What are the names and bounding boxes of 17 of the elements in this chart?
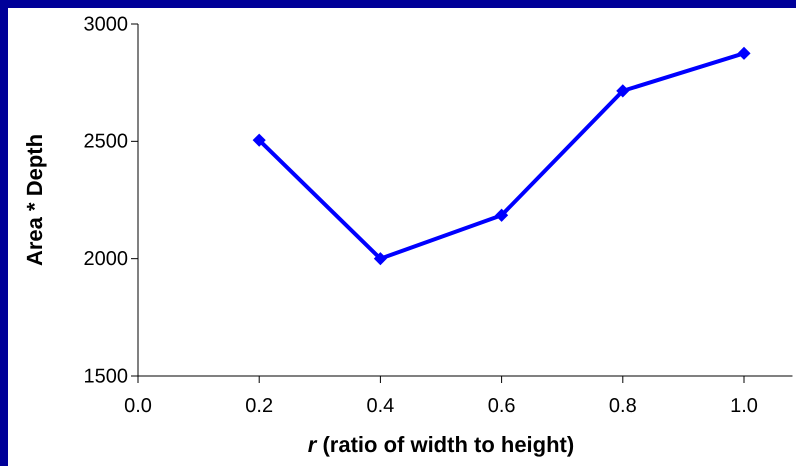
- y-tick-label: 2000: [84, 248, 128, 270]
- y-tick-label: 1500: [84, 365, 128, 388]
- y-tick-label: 3000: [84, 13, 128, 36]
- point: [374, 252, 387, 266]
- point: [252, 134, 266, 147]
- x-tick-label: 0.8: [608, 395, 637, 417]
- y-tick-label: 2500: [84, 130, 128, 153]
- x-tick-label: 0.2: [245, 395, 274, 417]
- point: [616, 84, 630, 98]
- x-tick-label: 0.4: [366, 395, 394, 417]
- y-axis-title: Area * Depth: [22, 134, 47, 266]
- x-tick-label: 0.0: [124, 395, 152, 417]
- x-axis-title: r (ratio of width to height): [308, 432, 574, 457]
- x-tick-label: 0.6: [488, 395, 516, 417]
- x-tick-label: 1.0: [730, 395, 758, 417]
- point: [737, 46, 751, 60]
- point: [495, 208, 508, 222]
